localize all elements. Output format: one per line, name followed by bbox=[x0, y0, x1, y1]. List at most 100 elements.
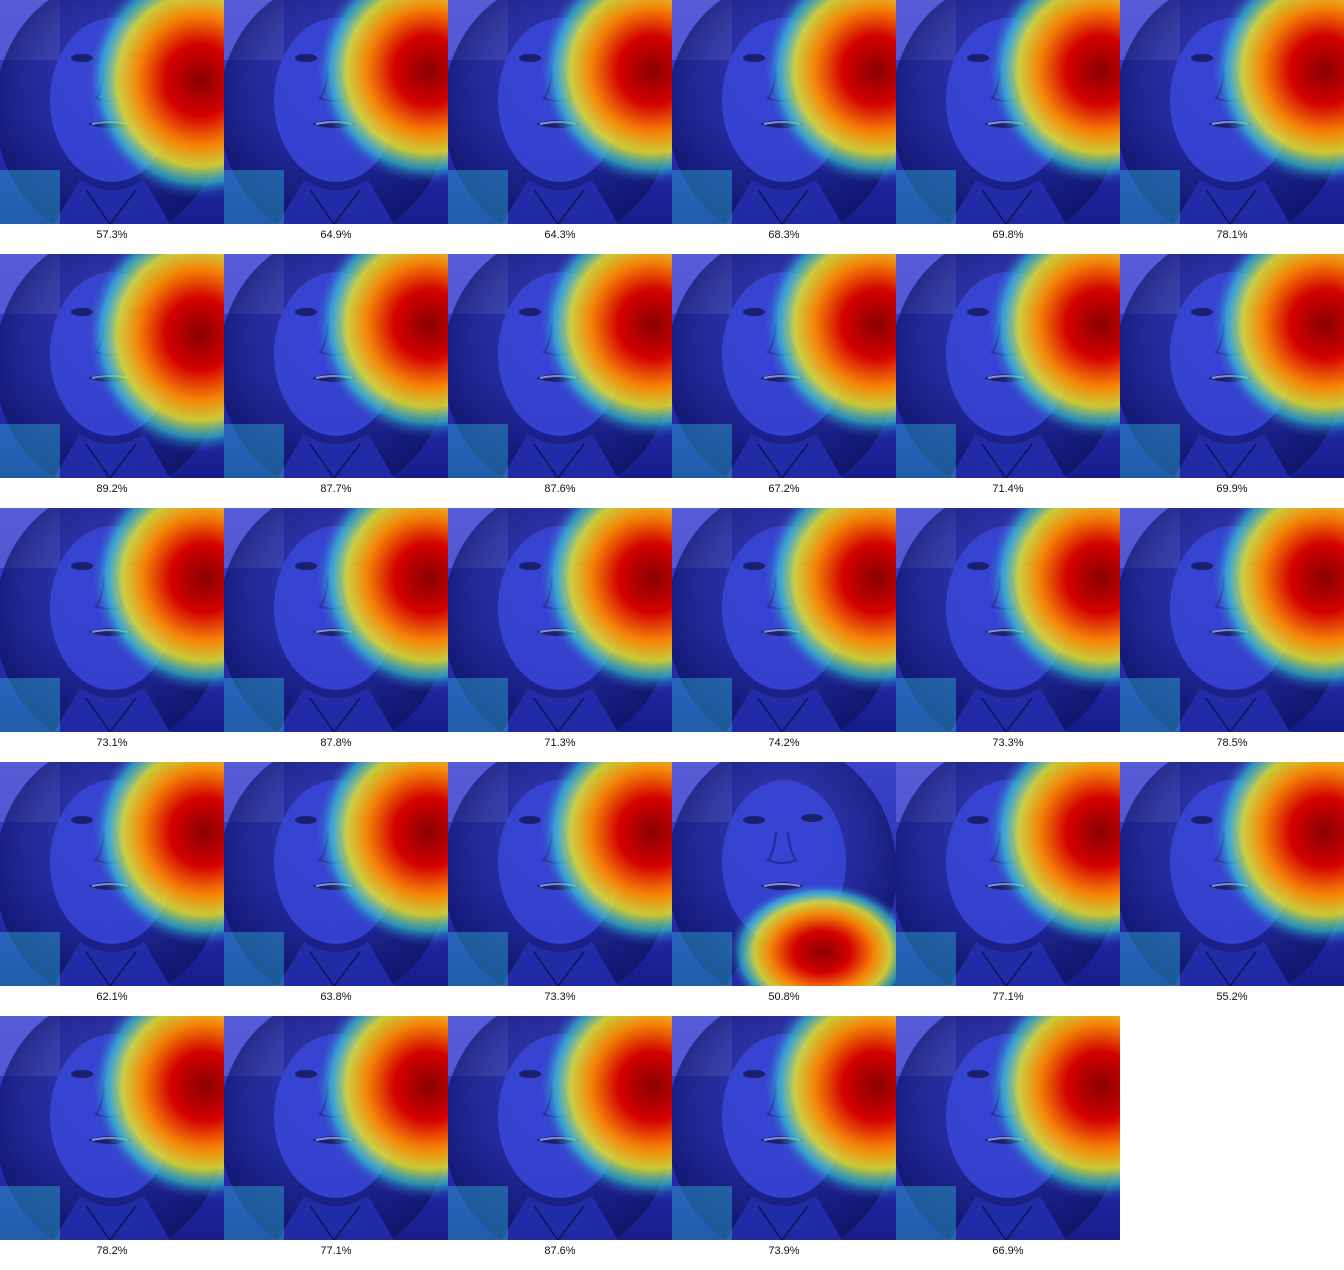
frame-image bbox=[672, 254, 896, 478]
frame-cell: 74.2% bbox=[672, 508, 896, 762]
frame-caption: 71.4% bbox=[992, 483, 1024, 495]
heatmap-image bbox=[448, 508, 672, 732]
frame-cell: 73.1% bbox=[0, 508, 224, 762]
frame-image bbox=[224, 508, 448, 732]
frame-cell: 55.2% bbox=[1120, 762, 1344, 1016]
frame-cell: 71.4% bbox=[896, 254, 1120, 508]
heatmap-image bbox=[896, 1016, 1120, 1240]
frame-caption: 62.1% bbox=[96, 991, 128, 1003]
heatmap-image bbox=[896, 254, 1120, 478]
frame-image bbox=[448, 0, 672, 224]
frame-image bbox=[224, 254, 448, 478]
frame-image bbox=[1120, 254, 1344, 478]
heatmap-image bbox=[448, 762, 672, 986]
frame-caption: 87.6% bbox=[544, 1245, 576, 1257]
heatmap-image bbox=[0, 254, 224, 478]
heatmap-image bbox=[672, 254, 896, 478]
heatmap-image bbox=[1120, 762, 1344, 986]
frame-image bbox=[448, 254, 672, 478]
frame-cell: 87.8% bbox=[224, 508, 448, 762]
frame-caption: 71.3% bbox=[544, 737, 576, 749]
heatmap-image bbox=[448, 1016, 672, 1240]
frame-cell: 89.2% bbox=[0, 254, 224, 508]
frame-image bbox=[672, 508, 896, 732]
frame-image bbox=[0, 0, 224, 224]
frame-image bbox=[896, 762, 1120, 986]
frame-image bbox=[672, 0, 896, 224]
frame-caption: 77.1% bbox=[992, 991, 1024, 1003]
frame-image bbox=[448, 762, 672, 986]
frame-image bbox=[896, 0, 1120, 224]
frame-caption: 69.9% bbox=[1216, 483, 1248, 495]
heatmap-image bbox=[1120, 0, 1344, 224]
heatmap-image bbox=[1120, 508, 1344, 732]
frame-caption: 55.2% bbox=[1216, 991, 1248, 1003]
frame-cell: 87.7% bbox=[224, 254, 448, 508]
heatmap-image bbox=[448, 254, 672, 478]
frame-caption: 64.9% bbox=[320, 229, 352, 241]
frame-cell: 62.1% bbox=[0, 762, 224, 1016]
frame-cell: 73.3% bbox=[448, 762, 672, 1016]
frame-image bbox=[0, 508, 224, 732]
frame-caption: 73.3% bbox=[992, 737, 1024, 749]
frame-caption: 87.7% bbox=[320, 483, 352, 495]
frame-cell: 78.1% bbox=[1120, 0, 1344, 254]
heatmap-image bbox=[896, 0, 1120, 224]
frame-image bbox=[224, 0, 448, 224]
frame-image bbox=[1120, 0, 1344, 224]
frame-caption: 68.3% bbox=[768, 229, 800, 241]
frame-cell: 57.3% bbox=[0, 0, 224, 254]
frame-cell: 50.8% bbox=[672, 762, 896, 1016]
heatmap-image bbox=[896, 508, 1120, 732]
frame-image bbox=[224, 762, 448, 986]
frame-caption: 63.8% bbox=[320, 991, 352, 1003]
frame-cell: 73.3% bbox=[896, 508, 1120, 762]
frame-image bbox=[224, 1016, 448, 1240]
heatmap-image bbox=[672, 508, 896, 732]
frame-image bbox=[896, 254, 1120, 478]
frame-cell: 77.1% bbox=[896, 762, 1120, 1016]
heatmap-image bbox=[0, 762, 224, 986]
frame-caption: 73.9% bbox=[768, 1245, 800, 1257]
frame-caption: 50.8% bbox=[768, 991, 800, 1003]
frame-cell: 69.9% bbox=[1120, 254, 1344, 508]
frame-caption: 78.2% bbox=[96, 1245, 128, 1257]
frame-caption: 74.2% bbox=[768, 737, 800, 749]
frame-cell: 66.9% bbox=[896, 1016, 1120, 1270]
frame-image bbox=[896, 1016, 1120, 1240]
frame-image bbox=[1120, 762, 1344, 986]
frame-caption: 89.2% bbox=[96, 483, 128, 495]
frame-cell: 63.8% bbox=[224, 762, 448, 1016]
frame-image bbox=[448, 508, 672, 732]
heatmap-image bbox=[224, 762, 448, 986]
frame-image bbox=[0, 762, 224, 986]
frame-caption: 77.1% bbox=[320, 1245, 352, 1257]
frame-caption: 67.2% bbox=[768, 483, 800, 495]
frame-cell: 64.3% bbox=[448, 0, 672, 254]
heatmap-image bbox=[1120, 254, 1344, 478]
heatmap-image bbox=[448, 0, 672, 224]
heatmap-image bbox=[672, 0, 896, 224]
frame-caption: 73.3% bbox=[544, 991, 576, 1003]
heatmap-image bbox=[224, 508, 448, 732]
frame-image bbox=[672, 762, 896, 986]
frame-image bbox=[0, 254, 224, 478]
heatmap-image bbox=[224, 1016, 448, 1240]
heatmap-image bbox=[672, 762, 896, 986]
heatmap-image bbox=[224, 254, 448, 478]
frame-cell: 78.2% bbox=[0, 1016, 224, 1270]
frame-cell: 64.9% bbox=[224, 0, 448, 254]
heatmap-image bbox=[896, 762, 1120, 986]
frame-cell: 68.3% bbox=[672, 0, 896, 254]
frame-cell: 87.6% bbox=[448, 254, 672, 508]
heatmap-image bbox=[0, 0, 224, 224]
frame-caption: 78.5% bbox=[1216, 737, 1248, 749]
frame-cell: 77.1% bbox=[224, 1016, 448, 1270]
frame-caption: 87.6% bbox=[544, 483, 576, 495]
frame-caption: 87.8% bbox=[320, 737, 352, 749]
frame-cell: 69.8% bbox=[896, 0, 1120, 254]
frame-image bbox=[896, 508, 1120, 732]
frame-cell: 78.5% bbox=[1120, 508, 1344, 762]
heatmap-image bbox=[0, 508, 224, 732]
